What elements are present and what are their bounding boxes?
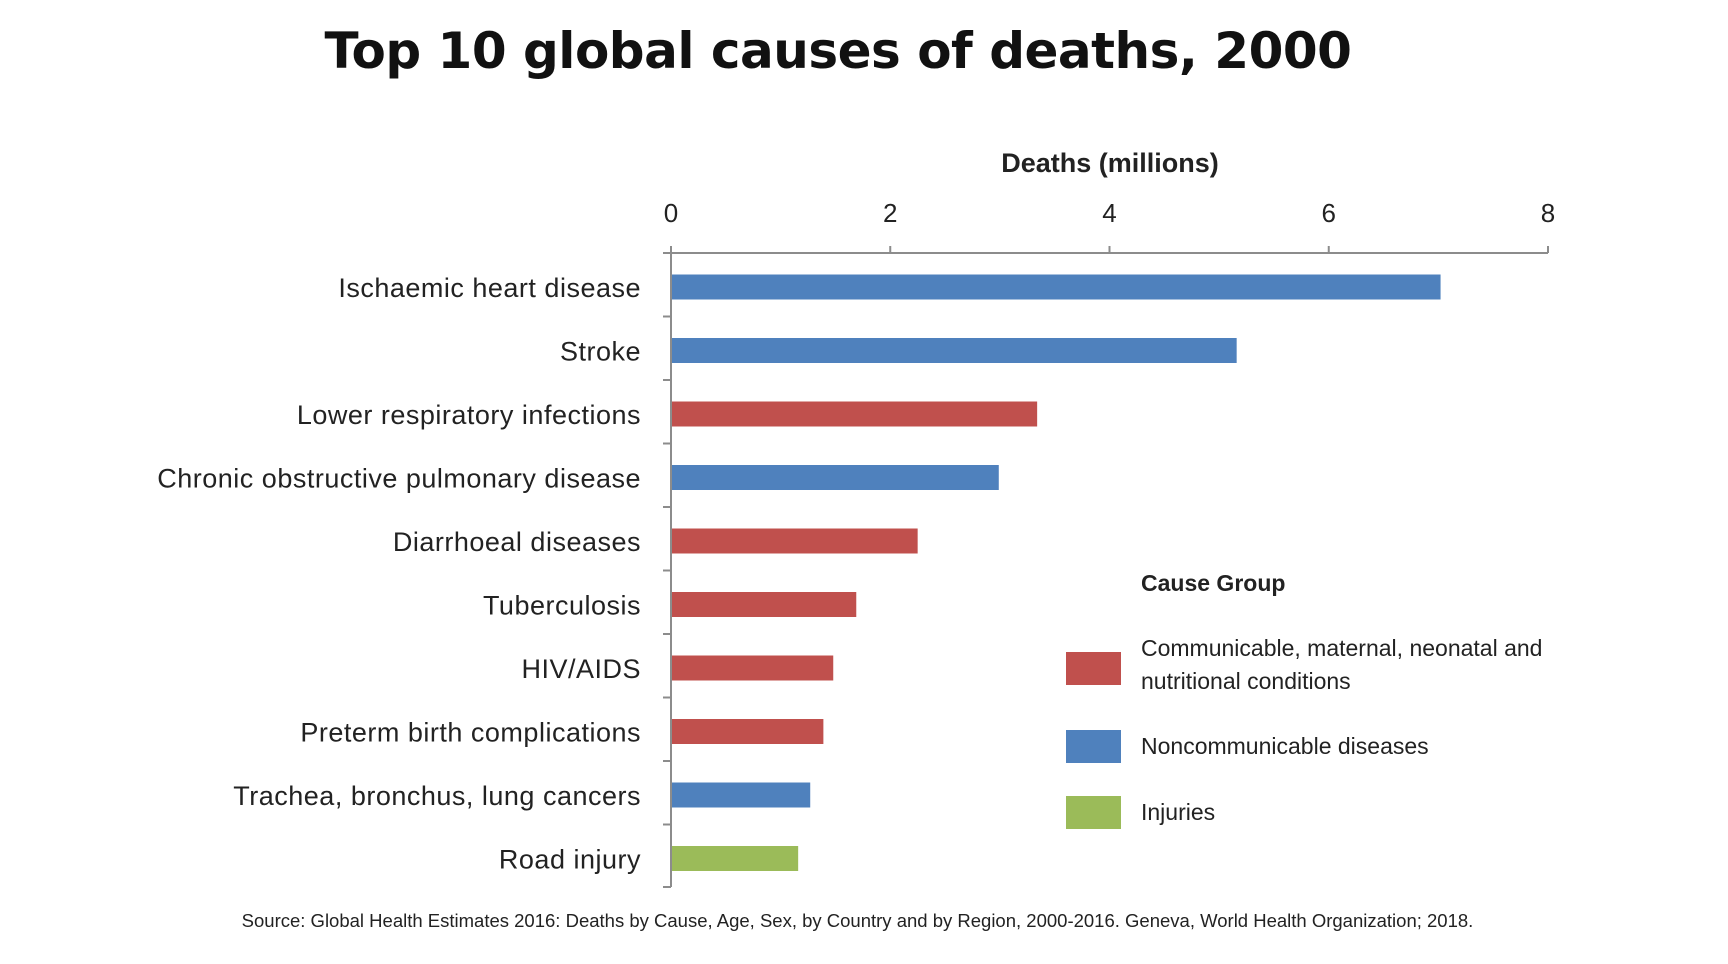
category-label: Lower respiratory infections — [297, 400, 641, 430]
legend-label-injuries: Injuries — [1141, 799, 1216, 825]
bar-diarrhoeal-diseases — [672, 528, 918, 554]
bar-lower-respiratory-infections — [672, 401, 1038, 427]
x-axis-title: Deaths (millions) — [1001, 148, 1219, 178]
category-label: Stroke — [560, 337, 641, 367]
legend-title: Cause Group — [1141, 570, 1286, 596]
source-note: Source: Global Health Estimates 2016: De… — [241, 910, 1474, 931]
x-tick-label: 6 — [1322, 198, 1336, 228]
bar-trachea-bronchus-lung-cancers — [672, 782, 811, 808]
category-label: Road injury — [499, 845, 641, 875]
x-tick-label: 4 — [1102, 198, 1116, 228]
bar-ischaemic-heart-disease — [672, 274, 1441, 300]
legend-swatch-injuries — [1066, 796, 1121, 829]
category-label: Diarrhoeal diseases — [393, 527, 641, 557]
category-label: HIV/AIDS — [521, 654, 641, 684]
bar-stroke — [672, 338, 1237, 363]
category-label: Preterm birth complications — [300, 718, 641, 748]
x-tick-label: 8 — [1541, 198, 1555, 228]
category-label: Chronic obstructive pulmonary disease — [157, 464, 641, 494]
x-tick-label: 2 — [883, 198, 897, 228]
category-label: Trachea, bronchus, lung cancers — [233, 781, 641, 811]
bar-chronic-obstructive-pulmonary-disease — [672, 465, 999, 490]
x-axis: 0 2 4 6 8 — [664, 198, 1555, 254]
bar-preterm-birth-complications — [672, 719, 824, 744]
legend-label-noncommunicable: Noncommunicable diseases — [1141, 733, 1429, 759]
legend-swatch-communicable — [1066, 652, 1121, 685]
bar-road-injury — [672, 846, 799, 871]
bar-hiv-aids — [672, 655, 834, 681]
y-axis — [663, 252, 672, 888]
bars-group — [672, 274, 1441, 871]
category-label: Tuberculosis — [483, 591, 641, 621]
legend-label-communicable: Communicable, maternal, neonatal and nut… — [1141, 635, 1543, 694]
category-labels: Ischaemic heart disease Stroke Lower respi… — [157, 273, 641, 875]
legend-swatch-noncommunicable — [1066, 730, 1121, 763]
x-tick-label: 0 — [664, 198, 678, 228]
bar-tuberculosis — [672, 592, 857, 617]
category-label: Ischaemic heart disease — [338, 273, 641, 303]
chart-title: Top 10 global causes of deaths, 2000 — [324, 22, 1352, 80]
